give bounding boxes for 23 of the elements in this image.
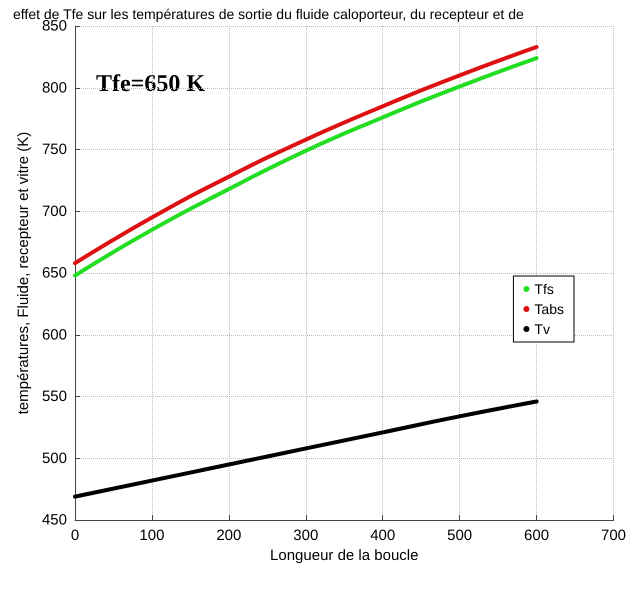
legend-label: Tv <box>534 321 550 337</box>
annotation: Tfe=650 K <box>96 71 206 97</box>
y-tick-label: 750 <box>42 141 67 158</box>
x-tick-label: 300 <box>293 527 318 544</box>
y-tick-label: 650 <box>42 264 67 282</box>
x-tick-label: 700 <box>600 527 626 544</box>
x-tick-label: 500 <box>447 527 472 544</box>
x-tick-label: 600 <box>524 527 550 544</box>
y-tick-label: 450 <box>42 512 67 529</box>
y-tick-label: 550 <box>42 388 67 406</box>
legend-label: Tabs <box>534 301 564 317</box>
x-tick-label: 200 <box>216 527 242 544</box>
y-tick-label: 700 <box>42 202 67 220</box>
y-tick-label: 500 <box>42 450 67 467</box>
y-tick-label: 600 <box>42 326 67 344</box>
y-axis-title: températures, Fluide, recepteur et vitre (K) <box>15 132 32 414</box>
legend-label: Tfs <box>534 281 554 297</box>
x-tick-label: 0 <box>70 527 80 544</box>
x-axis-title: Longueur de la boucle <box>270 547 418 564</box>
y-tick-label: 800 <box>42 79 67 96</box>
x-tick-label: 100 <box>139 527 164 544</box>
x-tick-label: 400 <box>370 527 396 544</box>
line-series <box>73 400 539 499</box>
